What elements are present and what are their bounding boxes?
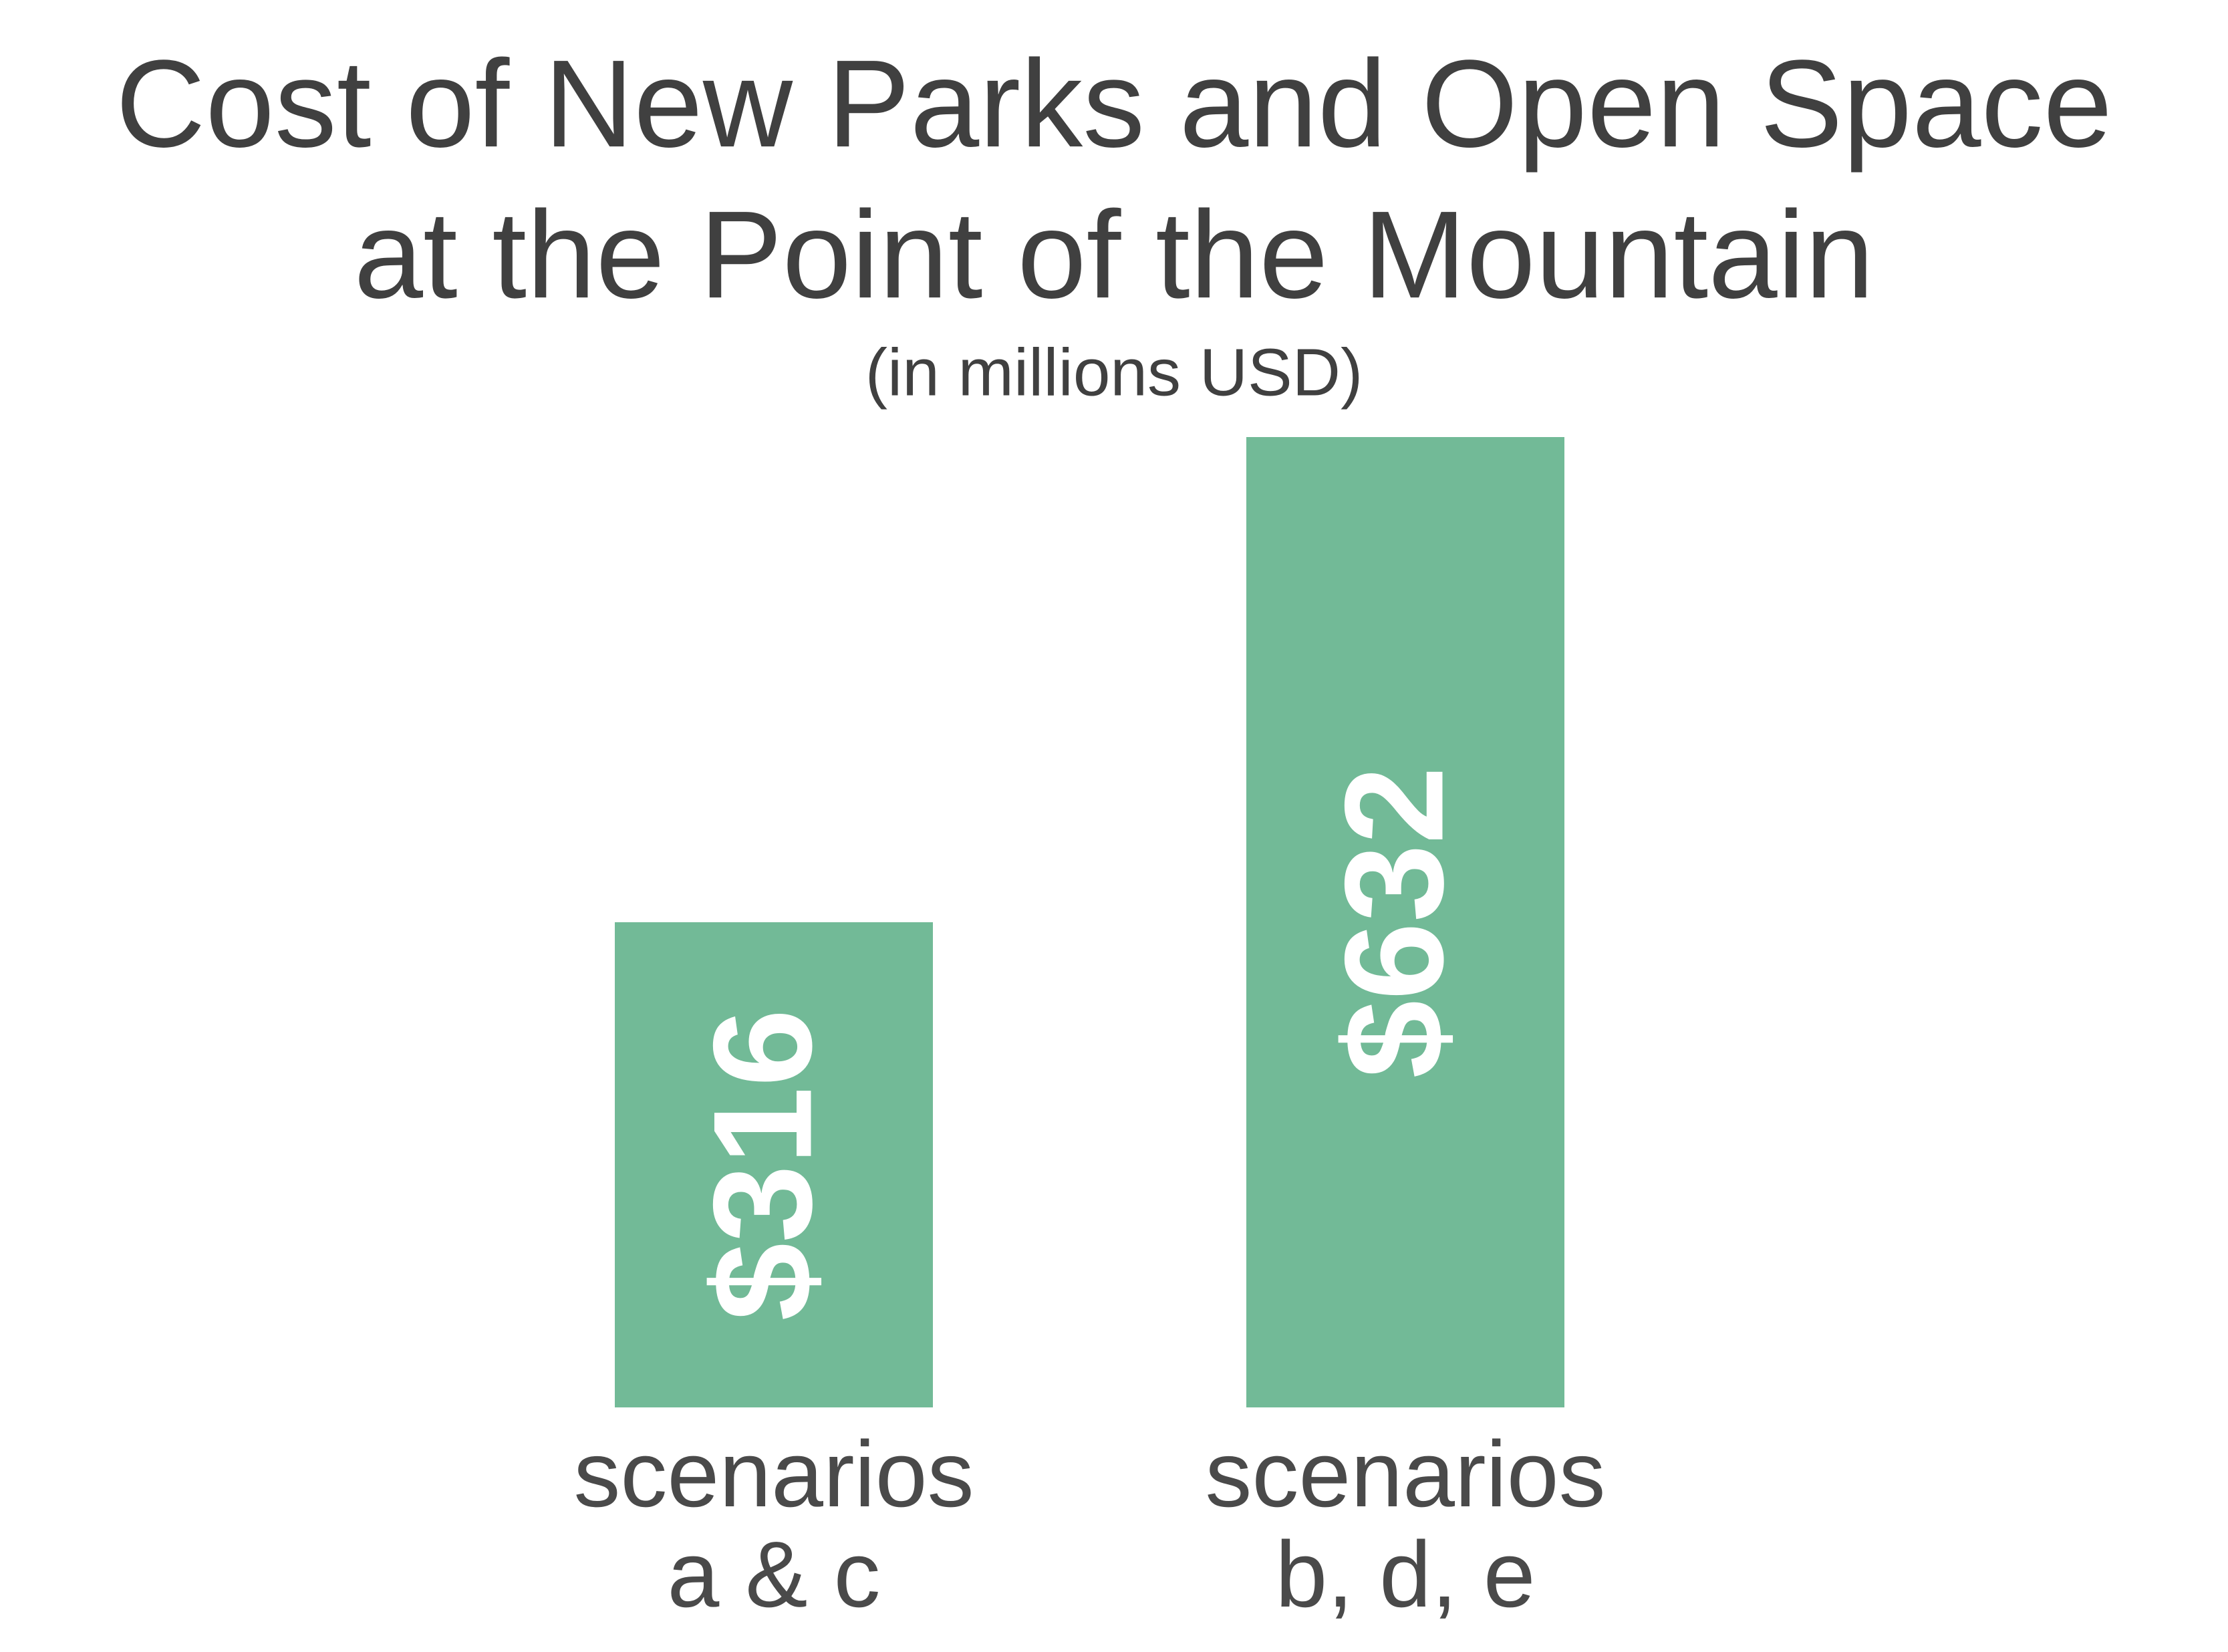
chart-title: Cost of New Parks and Open Space bbox=[116, 35, 2112, 173]
value-label: $316 bbox=[684, 1008, 841, 1321]
chart-subtitle: (in millions USD) bbox=[865, 335, 1363, 410]
bar bbox=[1246, 437, 1564, 1407]
chart-title: at the Point of the Mountain bbox=[354, 186, 1874, 324]
x-tick-label: b, d, e bbox=[1275, 1522, 1535, 1627]
x-tick-label: scenarios bbox=[1205, 1421, 1605, 1526]
x-tick-label: scenarios bbox=[573, 1421, 974, 1526]
x-tick-label: a & c bbox=[667, 1522, 880, 1627]
value-label: $632 bbox=[1315, 766, 1472, 1078]
bar bbox=[615, 922, 933, 1407]
